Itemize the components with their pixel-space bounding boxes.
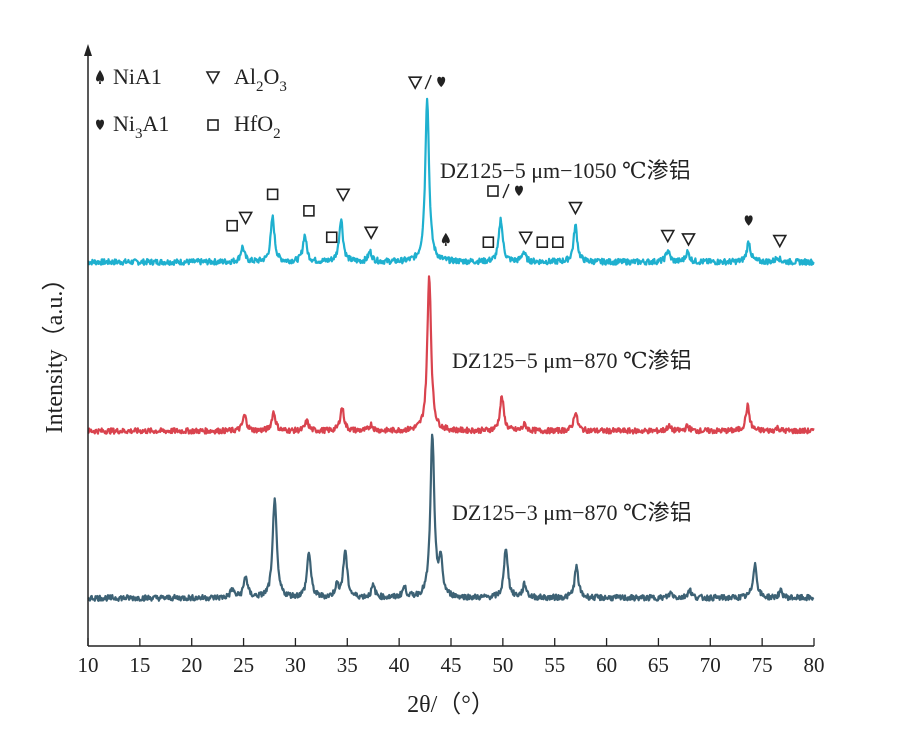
triangle-icon <box>205 71 221 85</box>
square-marker <box>552 236 564 248</box>
legend-item-ni3al: Ni3A1 <box>96 111 169 142</box>
series-label-870-3um: DZ125−3 μm−870 ℃渗铝 <box>452 500 692 525</box>
x-tick-label: 20 <box>181 653 202 677</box>
square-marker <box>303 205 315 217</box>
x-tick-label: 40 <box>389 653 410 677</box>
heart-marker <box>437 76 446 88</box>
triangle-marker <box>568 201 583 216</box>
slash-marker <box>502 183 510 199</box>
y-axis-title: Intensity（a.u.） <box>42 267 68 434</box>
legend-label: Ni3A1 <box>113 111 169 142</box>
triangle-marker <box>363 226 379 240</box>
spade-marker <box>441 232 450 246</box>
slash-marker <box>424 74 432 90</box>
series-label-870-5um: DZ125−5 μm−870 ℃渗铝 <box>452 348 692 373</box>
x-tick-label: 55 <box>544 653 565 677</box>
heart-icon <box>96 119 104 130</box>
legend-item-al2o3: Al2O3 <box>205 64 287 95</box>
series-line-1 <box>87 275 815 435</box>
legend-item-hfo2: HfO2 <box>207 111 281 142</box>
spade-icon <box>96 70 104 84</box>
x-tick-label: 60 <box>596 653 617 677</box>
triangle-marker <box>660 229 676 244</box>
x-tick-label: 50 <box>492 653 513 677</box>
x-tick-label: 45 <box>441 653 462 677</box>
legend-item-niai: NiA1 <box>96 64 162 89</box>
triangle-marker <box>335 188 351 203</box>
series-line-0 <box>87 97 815 266</box>
peak-markers <box>226 74 788 249</box>
heart-marker <box>514 185 523 197</box>
x-tick-label: 15 <box>129 653 150 677</box>
square-marker <box>487 185 499 197</box>
x-tick-label: 30 <box>285 653 306 677</box>
x-axis-title: 2θ/（°） <box>407 692 495 718</box>
square-marker <box>325 231 338 244</box>
legend-label: Al2O3 <box>234 64 287 95</box>
x-tick-label: 70 <box>700 653 721 677</box>
triangle-marker <box>772 234 788 249</box>
y-axis-arrow <box>84 44 92 56</box>
square-marker <box>536 236 549 248</box>
legend-label: NiA1 <box>113 64 162 89</box>
triangle-marker <box>407 76 423 90</box>
plot-series <box>87 97 815 602</box>
x-tick-label: 35 <box>337 653 358 677</box>
heart-marker <box>744 215 753 226</box>
square-icon <box>207 119 219 131</box>
x-tick-label: 65 <box>648 653 669 677</box>
square-marker <box>226 219 238 232</box>
x-ticks: 10 15 20 25 30 35 40 45 50 55 60 65 70 75 80 <box>78 638 825 677</box>
x-tick-label: 80 <box>804 653 825 677</box>
legend: NiA1 Ni3A1 Al2O3 HfO2 <box>96 64 287 142</box>
series-label-1050: DZ125−5 μm−1050 ℃渗铝 <box>440 158 691 183</box>
x-tick-label: 75 <box>752 653 773 677</box>
x-tick-label: 25 <box>233 653 254 677</box>
triangle-marker <box>681 233 696 247</box>
series-line-2 <box>87 433 815 602</box>
x-tick-label: 10 <box>78 653 99 677</box>
square-marker <box>266 188 279 201</box>
legend-label: HfO2 <box>234 111 281 142</box>
triangle-marker <box>238 211 253 226</box>
triangle-marker <box>518 231 534 245</box>
square-marker <box>482 236 495 248</box>
